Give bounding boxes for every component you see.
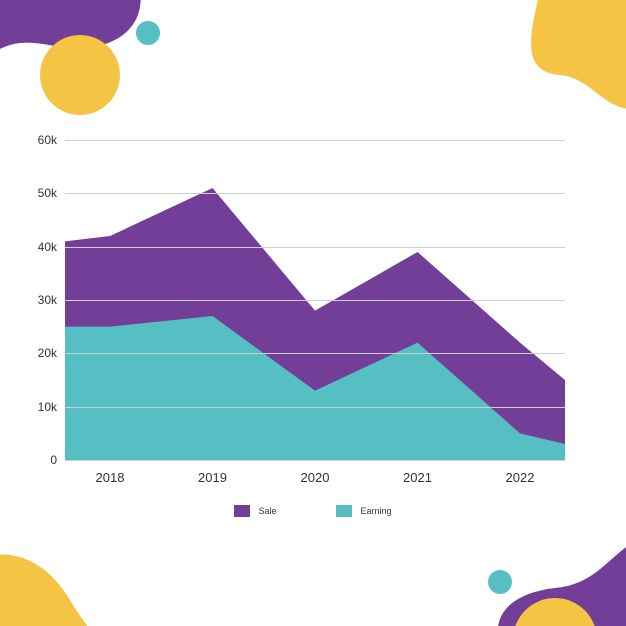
y-tick-label: 40k: [38, 240, 57, 254]
y-tick-label: 50k: [38, 186, 57, 200]
gridline: [65, 193, 565, 194]
legend-swatch: [234, 505, 250, 517]
x-tick-label: 2021: [403, 470, 432, 485]
gridline: [65, 247, 565, 248]
y-axis: 010k20k30k40k50k60k: [20, 140, 65, 460]
circle-yellow-br: [513, 598, 597, 626]
legend-swatch: [336, 505, 352, 517]
y-tick-label: 30k: [38, 293, 57, 307]
x-tick-label: 2018: [96, 470, 125, 485]
legend-item-earning: Earning: [336, 505, 391, 517]
legend-label: Sale: [258, 506, 276, 516]
plot-area: [65, 140, 565, 460]
y-tick-label: 60k: [38, 133, 57, 147]
area-chart: 010k20k30k40k50k60k 20182019202020212022: [65, 140, 565, 460]
x-tick-label: 2022: [506, 470, 535, 485]
y-tick-label: 0: [50, 453, 57, 467]
gridline: [65, 407, 565, 408]
blob-yellow-tr: [531, 0, 626, 110]
blob-purple-br: [498, 540, 626, 626]
legend-item-sale: Sale: [234, 505, 276, 517]
circle-teal-tl: [136, 21, 160, 45]
legend: Sale Earning: [0, 505, 626, 517]
x-axis: 2018 2019 2020 2021 2022: [65, 460, 565, 490]
x-tick-label: 2019: [198, 470, 227, 485]
y-tick-label: 20k: [38, 346, 57, 360]
blob-purple-tl: [0, 0, 141, 55]
gridline: [65, 140, 565, 141]
gridline: [65, 300, 565, 301]
legend-label: Earning: [360, 506, 391, 516]
y-tick-label: 10k: [38, 400, 57, 414]
gridline: [65, 353, 565, 354]
blob-yellow-bl: [0, 554, 95, 626]
x-tick-label: 2020: [301, 470, 330, 485]
circle-teal-br: [488, 570, 512, 594]
circle-yellow-tl: [40, 35, 120, 115]
